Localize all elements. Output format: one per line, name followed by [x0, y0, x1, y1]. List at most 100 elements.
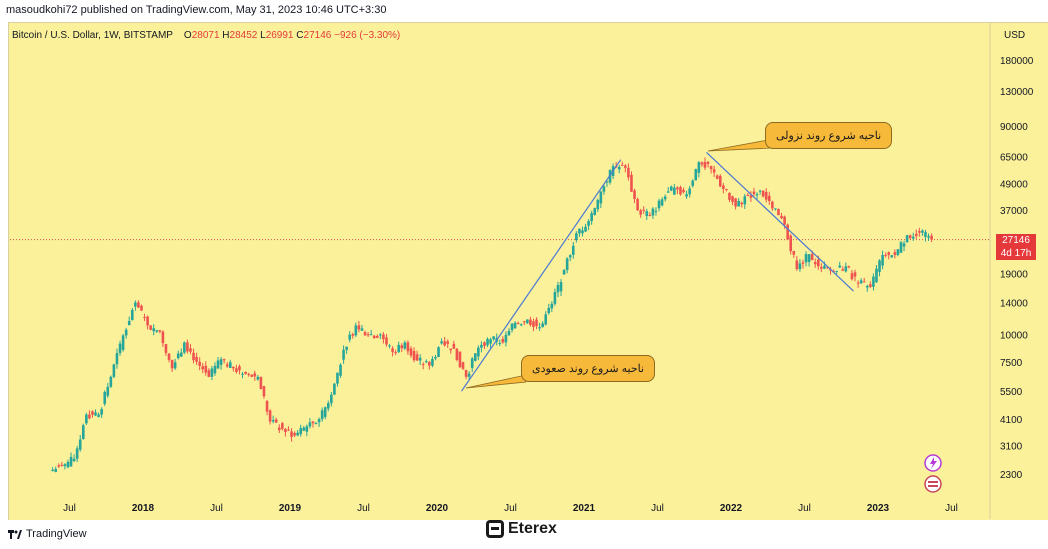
candle-body: [470, 358, 474, 368]
candle-body: [424, 361, 428, 363]
candle-body: [241, 373, 244, 375]
candle-body: [752, 191, 756, 195]
candle-body: [914, 233, 918, 236]
candle-body: [183, 342, 186, 353]
candle-body: [648, 214, 652, 216]
candle-body: [507, 331, 511, 336]
downtrend-callout: ناحیه شروع روند نزولی: [765, 122, 893, 149]
candle-body: [620, 164, 624, 166]
candle-body: [173, 362, 177, 369]
x-tick-label: 2022: [720, 503, 743, 514]
y-tick-label: 10000: [1000, 330, 1028, 341]
candle-body: [535, 319, 538, 327]
candle-body: [94, 412, 97, 416]
x-tick-label: 2018: [132, 503, 155, 514]
candle-body: [651, 208, 655, 216]
candle-body: [412, 351, 416, 361]
tradingview-logo[interactable]: TradingView: [8, 528, 87, 540]
candle-body: [305, 426, 309, 432]
candle-body: [924, 232, 927, 237]
candle-body: [204, 365, 208, 373]
y-tick-label: 130000: [1000, 87, 1034, 98]
candle-body: [568, 255, 572, 258]
candle-body: [823, 265, 826, 269]
candle-body: [718, 175, 722, 187]
candle-body: [78, 439, 82, 450]
candle-body: [813, 261, 817, 265]
candle-body: [483, 342, 486, 346]
candle-body: [244, 371, 247, 374]
candle-body: [780, 215, 783, 219]
candle-body: [758, 190, 762, 192]
candle-body: [896, 249, 900, 255]
candle-body: [596, 199, 600, 210]
candle-body: [676, 187, 679, 190]
candle-body: [771, 201, 774, 209]
us-flag-stripe-icon: [928, 481, 938, 483]
symbol-name[interactable]: Bitcoin / U.S. Dollar, 1W, BITSTAMP: [12, 30, 173, 41]
candle-body: [293, 432, 296, 436]
candle-body: [54, 469, 58, 472]
candle-body: [673, 187, 676, 195]
candle-body: [865, 285, 869, 288]
candle-body: [911, 236, 915, 239]
candle-body: [88, 414, 91, 419]
candle-body: [268, 410, 272, 422]
candle-body: [639, 210, 642, 215]
candle-body: [513, 322, 517, 329]
candle-body: [878, 260, 881, 272]
candle-body: [847, 266, 851, 268]
candle-body: [899, 242, 903, 253]
candle-body: [464, 370, 468, 377]
candle-body: [342, 349, 345, 360]
candle-body: [789, 235, 793, 252]
candle-body: [473, 353, 477, 361]
low-label: L: [260, 30, 266, 41]
x-tick-label: 2019: [279, 503, 302, 514]
symbol-legend: Bitcoin / U.S. Dollar, 1W, BITSTAMP O280…: [12, 30, 400, 41]
candle-body: [348, 334, 352, 340]
candle-body: [391, 348, 394, 353]
candle-body: [238, 366, 241, 371]
candle-body: [109, 376, 113, 387]
candle-body: [593, 208, 597, 216]
candle-body: [884, 254, 887, 256]
candle-body: [550, 303, 554, 309]
candle-body: [725, 188, 728, 190]
candle-body: [121, 335, 125, 350]
candle-body: [755, 194, 759, 196]
candle-body: [492, 336, 495, 340]
candle-body: [666, 191, 670, 193]
candle-body: [921, 230, 924, 233]
downtrend-line: [706, 151, 854, 292]
publisher-line: masoudkohi72 published on TradingView.co…: [6, 4, 387, 16]
candle-body: [869, 284, 872, 287]
candle-body: [501, 338, 505, 343]
x-tick-label: Jul: [210, 503, 223, 514]
candle-body: [271, 420, 275, 422]
candle-body: [100, 409, 103, 415]
y-tick-label: 90000: [1000, 122, 1028, 133]
candle-body: [130, 309, 134, 321]
candle-body: [317, 419, 321, 423]
candle-body: [449, 348, 453, 351]
footer-bar: [0, 520, 1048, 549]
chart-area[interactable]: [8, 22, 1048, 520]
y-tick-label: 14000: [1000, 299, 1028, 310]
candle-body: [835, 270, 838, 272]
candle-body: [434, 357, 437, 359]
close-label: C: [296, 30, 304, 41]
candle-body: [112, 364, 116, 377]
change-value: −926 (−3.30%): [334, 30, 401, 41]
candle-body: [60, 464, 64, 467]
candle-body: [201, 366, 205, 370]
candle-body: [740, 202, 744, 205]
candle-body: [409, 348, 413, 356]
candle-body: [642, 209, 646, 211]
candle-body: [838, 265, 842, 268]
candle-body: [522, 321, 526, 323]
candle-body: [532, 321, 535, 328]
tradingview-label: TradingView: [26, 528, 87, 540]
candle-body: [164, 343, 168, 353]
